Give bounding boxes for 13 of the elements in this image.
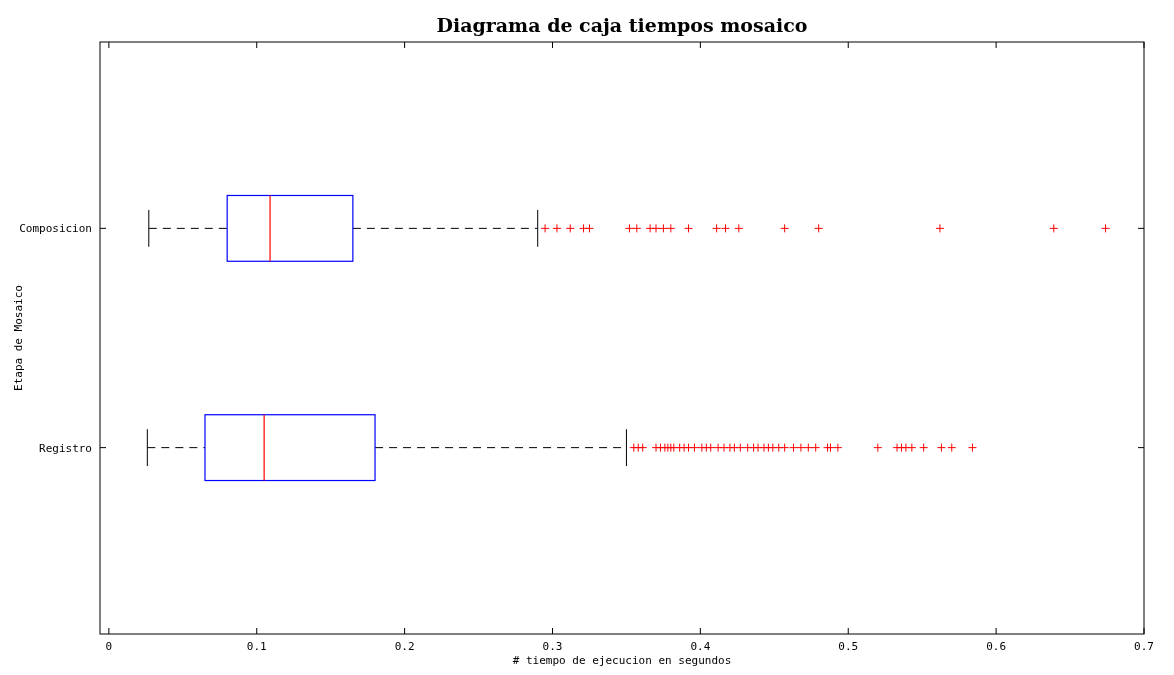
- x-tick-label: 0.5: [838, 640, 859, 653]
- x-tick-label: 0.2: [394, 640, 415, 653]
- y-axis-title: Etapa de Mosaico: [12, 285, 25, 391]
- x-tick-label: 0.7: [1134, 640, 1154, 653]
- y-tick-label: Registro: [39, 441, 92, 455]
- x-tick-label: 0.3: [542, 640, 563, 653]
- x-axis-title: # tiempo de ejecucion en segundos: [512, 654, 732, 667]
- x-tick-label: 0.6: [986, 640, 1007, 653]
- y-tick-label: Composicion: [19, 222, 92, 236]
- x-tick-label: 0: [105, 640, 113, 653]
- chart-title: Diagrama de caja tiempos mosaico: [436, 14, 808, 36]
- x-tick-label: 0.1: [246, 640, 267, 653]
- x-tick-label: 0.4: [690, 640, 711, 653]
